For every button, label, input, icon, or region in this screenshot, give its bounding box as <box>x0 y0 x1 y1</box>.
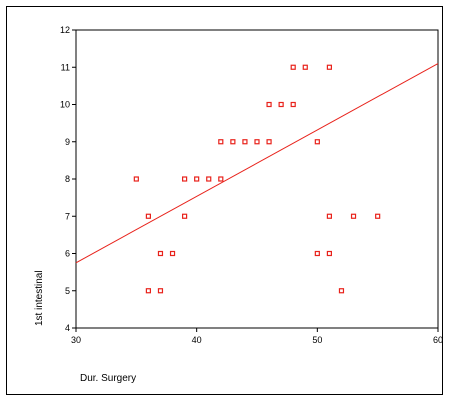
scatter-point <box>145 288 151 294</box>
scatter-point <box>145 213 151 219</box>
y-tick-label: 6 <box>65 249 70 259</box>
y-axis-label: 1st intestinal <box>34 270 45 326</box>
fit-line-layer <box>75 63 439 264</box>
scatter-point <box>266 101 272 108</box>
y-tick-label: 10 <box>60 100 70 110</box>
points-layer <box>133 64 381 294</box>
y-tick-label: 5 <box>65 286 70 296</box>
scatter-point <box>218 176 224 182</box>
scatter-point <box>242 139 248 145</box>
scatter-point <box>218 139 224 145</box>
scatter-point <box>326 250 332 257</box>
y-tick-label: 9 <box>65 137 70 147</box>
scatter-point <box>314 250 320 257</box>
regression-line <box>75 63 439 264</box>
y-tick-label: 11 <box>61 62 70 72</box>
scatter-point <box>157 250 164 257</box>
scatter-point <box>254 139 260 145</box>
scatter-point <box>375 213 381 219</box>
scatter-point <box>194 176 200 182</box>
x-axis-label: Dur. Surgery <box>80 373 136 384</box>
plot-area <box>75 29 439 329</box>
scatter-point <box>350 213 357 219</box>
x-tick-label: 40 <box>192 335 202 345</box>
y-axis: 4 5 6 7 8 9 10 11 12 <box>60 25 76 333</box>
scatter-point <box>182 176 188 182</box>
scatter-point <box>290 64 296 70</box>
x-axis: 30 40 50 60 <box>71 328 443 345</box>
scatter-point <box>157 288 164 294</box>
scatter-point <box>338 288 345 294</box>
scatter-point <box>169 250 176 257</box>
scatter-point <box>182 213 188 219</box>
x-tick-label: 50 <box>312 335 322 345</box>
x-tick-label: 30 <box>71 335 81 345</box>
y-tick-label: 12 <box>60 25 70 35</box>
scatter-point <box>290 101 296 108</box>
scatter-point <box>326 64 332 70</box>
scatter-point <box>278 101 284 108</box>
scatter-point <box>326 213 332 219</box>
y-tick-label: 7 <box>65 211 70 221</box>
scatter-point <box>302 64 308 70</box>
scatter-point <box>133 176 139 182</box>
x-tick-label: 60 <box>433 335 443 345</box>
scatter-point <box>230 139 236 145</box>
y-tick-label: 4 <box>65 323 70 333</box>
y-tick-label: 8 <box>65 174 70 184</box>
scatter-point <box>314 139 320 145</box>
scatter-point <box>206 176 212 182</box>
scatter-point <box>266 139 272 145</box>
